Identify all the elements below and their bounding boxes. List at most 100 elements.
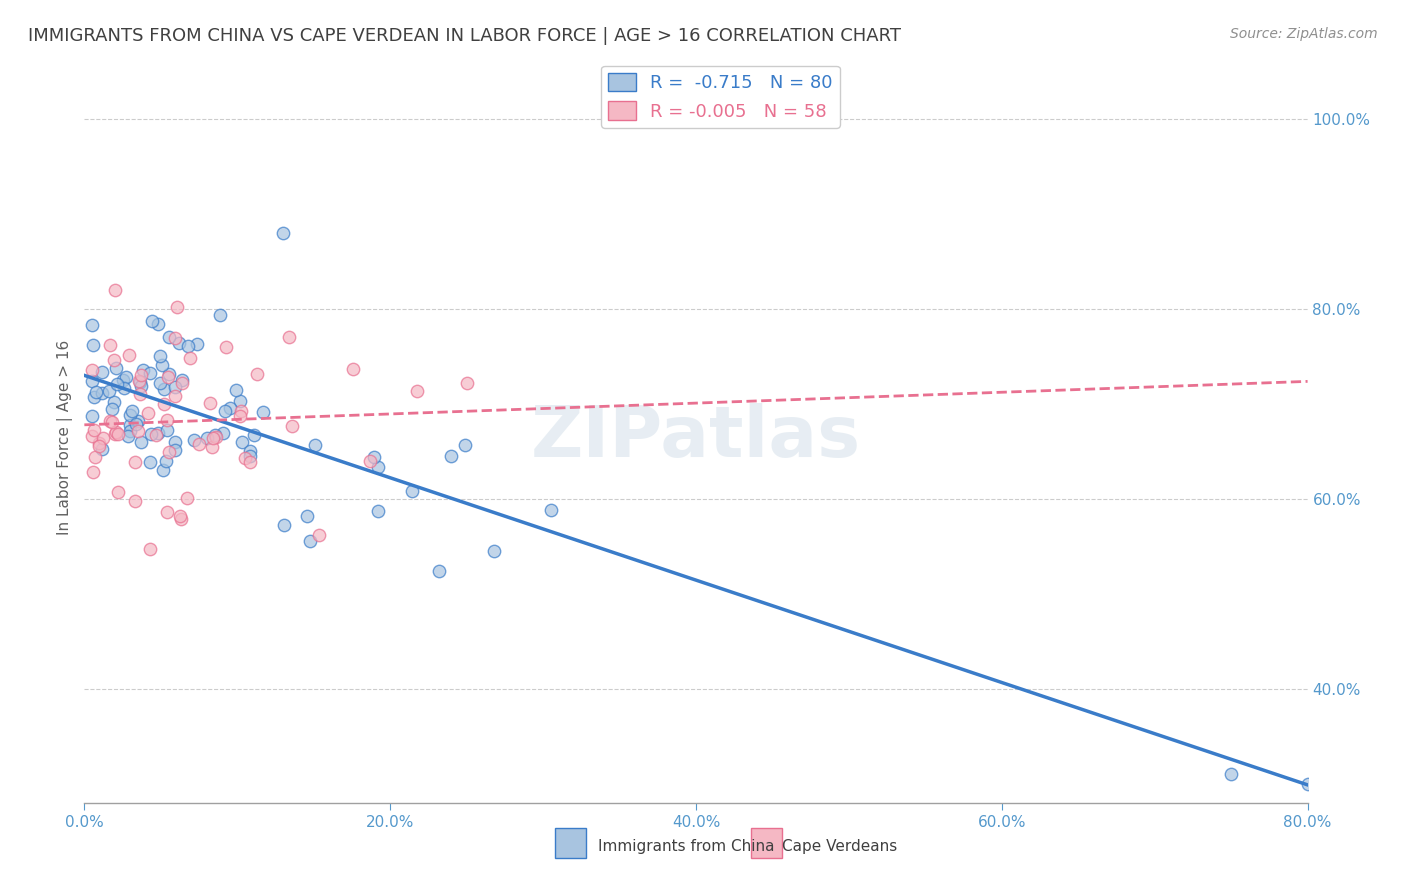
Point [271, 226, 294, 240]
Point [179, 351, 201, 365]
Point [112, 381, 135, 395]
Point [229, 409, 252, 424]
Point [156, 370, 179, 384]
Point [295, 508, 318, 523]
Point [80, 374, 103, 388]
Point [170, 373, 193, 387]
Point [145, 428, 167, 442]
Point [239, 455, 262, 469]
Point [219, 401, 242, 416]
Point [117, 348, 139, 362]
Point [176, 491, 198, 506]
Point [367, 460, 389, 475]
Point [124, 493, 146, 508]
Point [103, 353, 125, 368]
Point [150, 358, 173, 372]
Point [229, 394, 252, 409]
Point [229, 404, 252, 418]
Point [167, 335, 190, 350]
Point [225, 383, 247, 397]
Point [367, 504, 389, 518]
Point [80, 409, 103, 424]
Point [177, 339, 200, 353]
Point [212, 425, 235, 440]
Point [243, 428, 266, 442]
Point [83, 391, 105, 405]
Point [104, 283, 127, 297]
Point [90, 365, 112, 379]
Point [204, 430, 226, 444]
Point [277, 330, 299, 344]
Point [80, 318, 103, 333]
Point [80, 429, 103, 443]
Point [198, 396, 221, 410]
Point [138, 455, 160, 469]
Point [169, 508, 191, 523]
Point [83, 450, 105, 465]
Point [139, 366, 162, 380]
Point [202, 431, 225, 445]
Point [231, 435, 253, 450]
Point [101, 415, 124, 429]
Point [252, 405, 274, 419]
Point [363, 450, 385, 465]
Point [149, 376, 172, 390]
Point [146, 317, 169, 331]
Point [156, 423, 179, 437]
Point [131, 434, 153, 449]
Point [427, 564, 450, 578]
Point [298, 533, 321, 548]
Point [540, 503, 562, 517]
Point [163, 435, 186, 450]
Point [125, 417, 148, 431]
Point [91, 442, 114, 456]
Point [118, 424, 141, 438]
Point [153, 397, 176, 411]
Point [308, 528, 330, 542]
Point [90, 386, 112, 401]
Point [129, 368, 152, 382]
Text: Source: ZipAtlas.com: Source: ZipAtlas.com [1230, 27, 1378, 41]
Point [156, 413, 179, 427]
Bar [555, 829, 586, 858]
Point [245, 367, 267, 381]
Point [401, 483, 423, 498]
Point [127, 415, 149, 429]
Point [166, 300, 188, 314]
Point [235, 450, 257, 465]
Point [121, 404, 143, 418]
Point [111, 373, 134, 387]
Point [208, 308, 231, 322]
Point [80, 363, 103, 377]
Point [156, 505, 179, 519]
Point [148, 349, 170, 363]
Point [187, 437, 209, 451]
Point [82, 337, 104, 351]
Point [87, 439, 110, 453]
Point [117, 429, 139, 443]
Point [128, 374, 150, 388]
Point [132, 363, 155, 377]
Point [204, 428, 226, 442]
Point [183, 434, 205, 448]
Point [136, 406, 159, 420]
Point [170, 511, 193, 525]
Point [157, 367, 180, 381]
Point [239, 450, 262, 464]
Point [172, 376, 194, 391]
Point [105, 377, 128, 392]
Legend: R =  -0.715   N = 80, R = -0.005   N = 58: R = -0.715 N = 80, R = -0.005 N = 58 [602, 66, 839, 128]
Point [105, 360, 128, 375]
Point [165, 331, 187, 345]
Point [456, 376, 478, 391]
Point [304, 438, 326, 452]
Point [197, 431, 219, 445]
Point [201, 440, 224, 454]
Point [165, 389, 187, 403]
Point [141, 314, 163, 328]
Point [101, 401, 124, 416]
Point [214, 340, 236, 354]
Point [440, 449, 463, 463]
Point [104, 427, 127, 442]
Point [103, 395, 125, 409]
